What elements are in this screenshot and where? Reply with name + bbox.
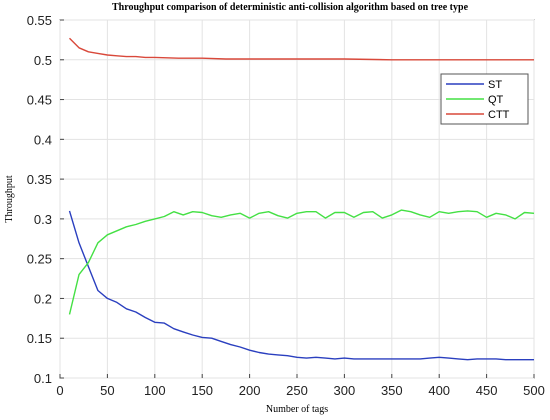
series-line-ctt	[69, 37, 534, 61]
x-tick-label: 350	[381, 383, 403, 398]
x-tick-label: 400	[428, 383, 450, 398]
y-tick-label: 0.5	[34, 53, 52, 68]
x-tick-label: 500	[523, 383, 545, 398]
axis-ticks: 0 50 100 150 200 250 300 350 400 450 500 0.1 0.15 0.2…	[27, 13, 545, 398]
series-line-qt	[68, 209, 535, 315]
x-axis-label: Number of tags	[266, 404, 328, 415]
chart-title: Throughput comparison of deterministic a…	[112, 2, 469, 13]
legend: ST QT CTT	[440, 73, 529, 125]
y-tick-label: 0.45	[27, 93, 52, 108]
series-layer	[68, 37, 535, 361]
y-axis-label: Throughput	[4, 175, 15, 222]
legend-label-ctt: CTT	[488, 109, 510, 121]
x-tick-label: 100	[144, 383, 166, 398]
x-tick-label: 200	[239, 383, 261, 398]
legend-label-st: ST	[488, 79, 502, 91]
legend-label-qt: QT	[488, 94, 504, 106]
y-tick-label: 0.3	[34, 212, 52, 227]
y-tick-label: 0.25	[27, 252, 52, 267]
y-tick-label: 0.35	[27, 172, 52, 187]
y-tick-label: 0.4	[34, 132, 52, 147]
y-tick-label: 0.2	[34, 291, 52, 306]
x-tick-label: 450	[476, 383, 498, 398]
x-tick-label: 300	[334, 383, 356, 398]
y-tick-label: 0.1	[34, 371, 52, 386]
y-tick-label: 0.15	[27, 331, 52, 346]
series-line-st	[68, 210, 534, 361]
x-tick-label: 50	[100, 383, 114, 398]
x-tick-label: 150	[191, 383, 213, 398]
x-tick-label: 250	[286, 383, 308, 398]
y-tick-label: 0.55	[27, 13, 52, 28]
x-tick-label: 0	[56, 383, 63, 398]
